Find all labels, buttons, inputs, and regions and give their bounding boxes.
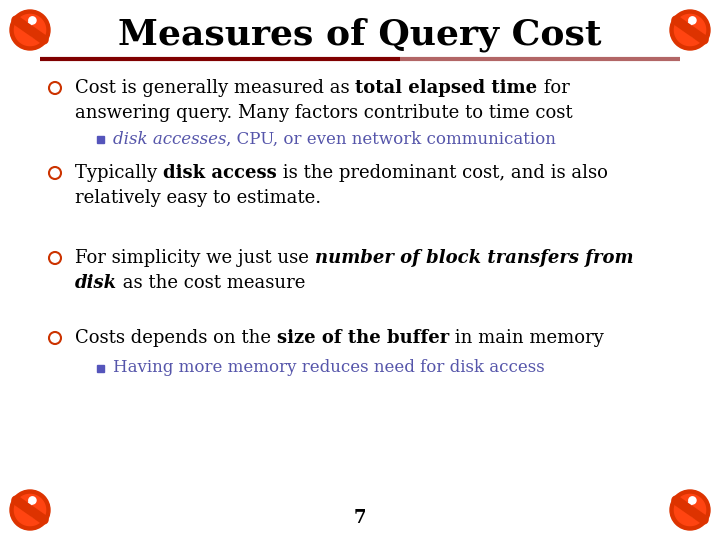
Circle shape bbox=[29, 17, 36, 24]
Circle shape bbox=[14, 495, 45, 525]
Circle shape bbox=[675, 15, 706, 45]
Text: , CPU, or even network communication: , CPU, or even network communication bbox=[227, 131, 557, 147]
Circle shape bbox=[670, 490, 710, 530]
Text: 7: 7 bbox=[354, 509, 366, 527]
Circle shape bbox=[10, 490, 50, 530]
Text: disk access: disk access bbox=[163, 164, 276, 182]
Circle shape bbox=[14, 15, 45, 45]
Text: number of block transfers from: number of block transfers from bbox=[315, 249, 633, 267]
Text: total elapsed time: total elapsed time bbox=[356, 79, 538, 97]
Text: For simplicity we just use: For simplicity we just use bbox=[75, 249, 315, 267]
Text: for: for bbox=[538, 79, 570, 97]
Circle shape bbox=[670, 10, 710, 50]
Circle shape bbox=[29, 497, 36, 504]
Text: Typically: Typically bbox=[75, 164, 163, 182]
Text: disk accesses: disk accesses bbox=[113, 131, 227, 147]
Text: is the predominant cost, and is also: is the predominant cost, and is also bbox=[276, 164, 608, 182]
Text: Measures of Query Cost: Measures of Query Cost bbox=[118, 18, 602, 52]
Text: disk: disk bbox=[75, 274, 117, 292]
Circle shape bbox=[675, 495, 706, 525]
Circle shape bbox=[689, 497, 696, 504]
Text: relatively easy to estimate.: relatively easy to estimate. bbox=[75, 189, 321, 207]
Text: as the cost measure: as the cost measure bbox=[117, 274, 305, 292]
Bar bbox=[96, 364, 104, 372]
Circle shape bbox=[689, 17, 696, 24]
Text: Cost is generally measured as: Cost is generally measured as bbox=[75, 79, 356, 97]
Text: Having more memory reduces need for disk access: Having more memory reduces need for disk… bbox=[113, 360, 545, 376]
Circle shape bbox=[10, 10, 50, 50]
Bar bbox=[96, 136, 104, 143]
Text: Costs depends on the: Costs depends on the bbox=[75, 329, 276, 347]
Text: answering query. Many factors contribute to time cost: answering query. Many factors contribute… bbox=[75, 104, 572, 122]
Text: in main memory: in main memory bbox=[449, 329, 604, 347]
Text: size of the buffer: size of the buffer bbox=[276, 329, 449, 347]
